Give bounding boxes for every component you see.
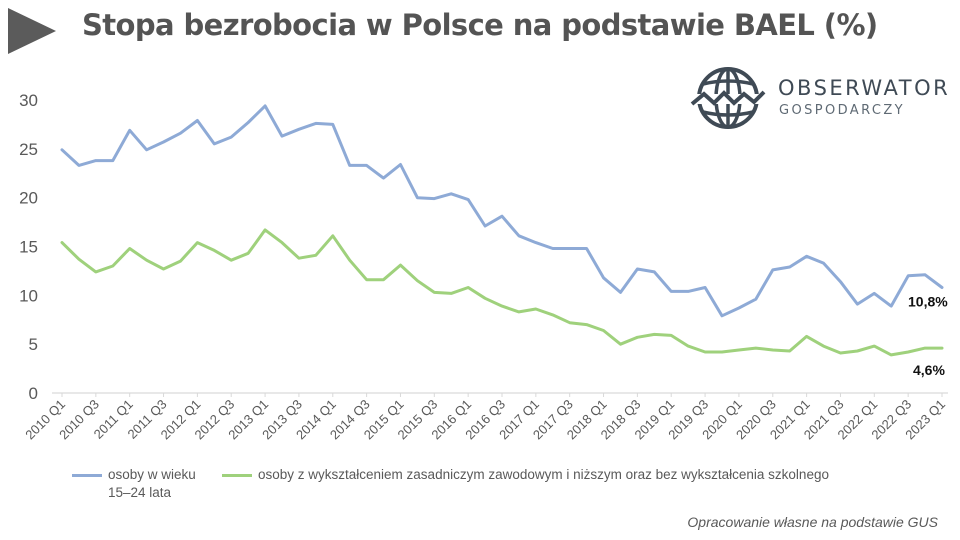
y-tick-label: 0: [29, 384, 38, 403]
y-tick-label: 15: [19, 238, 38, 257]
series-group: [60, 104, 944, 357]
legend-swatch-youth: [72, 474, 102, 477]
y-tick-label: 5: [29, 335, 38, 354]
end-label-vocational: 4,6%: [913, 362, 945, 378]
legend-label-vocational: osoby z wykształceniem zasadniczym zawod…: [258, 467, 829, 482]
header-arrow-icon: [8, 8, 56, 54]
y-tick-label: 25: [19, 140, 38, 159]
series-line-vocational: [60, 228, 944, 357]
logo-subtitle: GOSPODARCZY: [779, 103, 906, 118]
series-line-youth: [60, 104, 944, 318]
source-note: Opracowanie własne na podstawie GUS: [687, 514, 938, 530]
legend-label-youth-line1: osoby w wieku: [108, 467, 196, 482]
y-tick-label: 20: [19, 189, 38, 208]
end-labels: 10,8% 4,6%: [908, 294, 948, 379]
y-tick-label: 30: [19, 91, 38, 110]
y-axis: 0 5 10 15 20 25 30: [19, 91, 38, 403]
end-label-youth: 10,8%: [908, 294, 948, 310]
globe-icon: [690, 67, 766, 129]
legend-label-youth-line2: 15–24 lata: [108, 485, 172, 500]
y-tick-label: 10: [19, 286, 38, 305]
chart-title: Stopa bezrobocia w Polsce na podstawie B…: [82, 8, 878, 42]
logo: OBSERWATOR GOSPODARCZY: [690, 64, 950, 134]
logo-name: OBSERWATOR: [778, 76, 951, 100]
legend-swatch-vocational: [222, 474, 252, 477]
